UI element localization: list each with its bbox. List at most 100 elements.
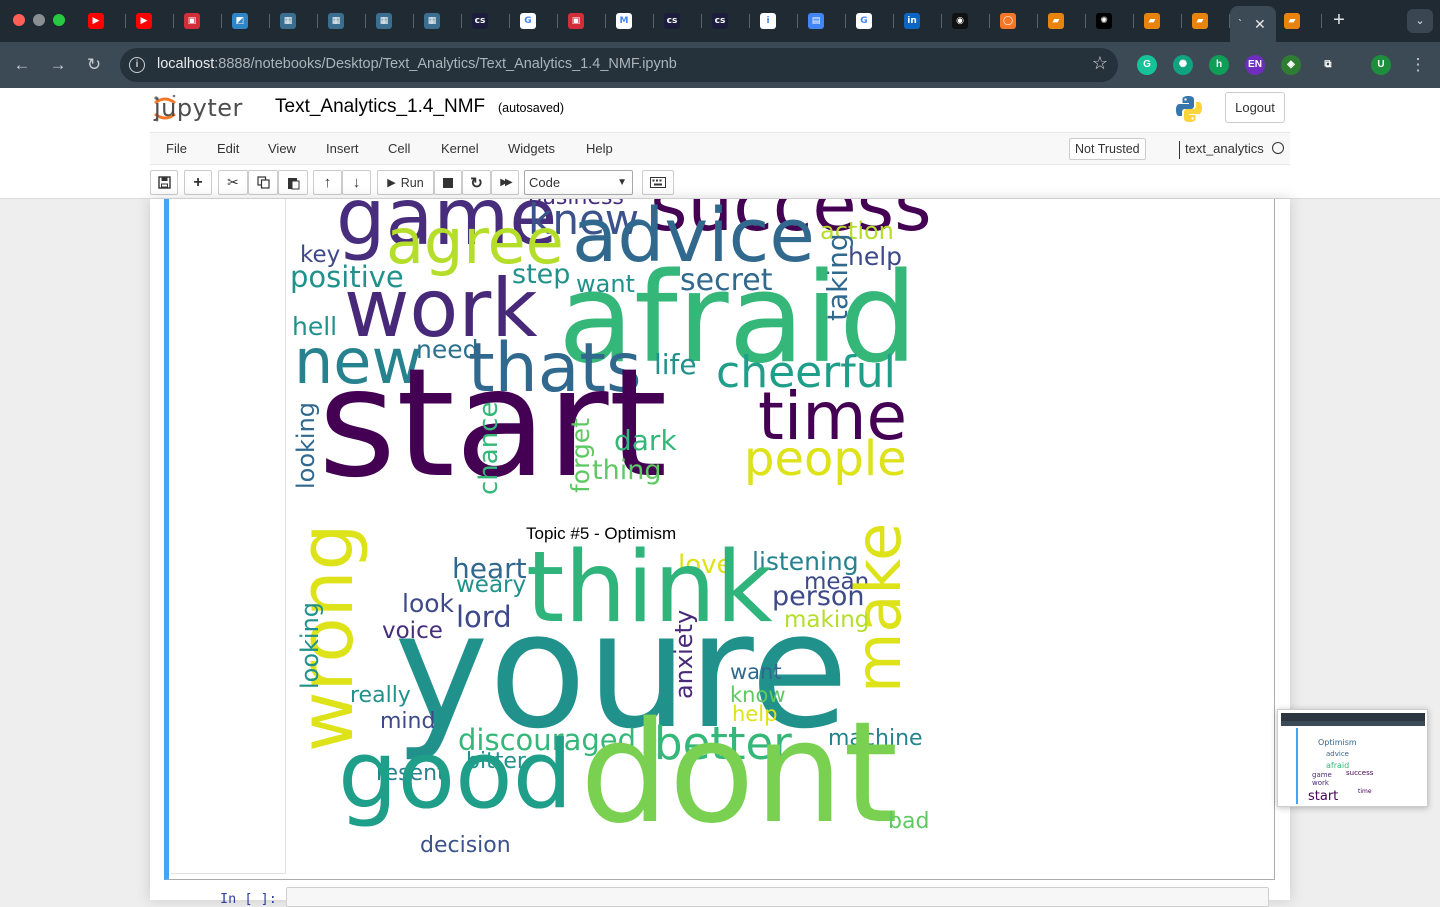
browser-tab[interactable]: M (608, 8, 654, 34)
browser-menu-icon[interactable]: ⋮ (1409, 55, 1427, 74)
restart-run-all-button[interactable]: ▶▶ (491, 170, 519, 195)
cut-cell-button[interactable]: ✂ (218, 170, 248, 195)
interrupt-button[interactable] (434, 170, 462, 195)
menu-insert[interactable]: Insert (326, 141, 359, 156)
notebook-name[interactable]: Text_Analytics_1.4_NMF (275, 96, 486, 117)
back-button[interactable]: ← (13, 55, 31, 74)
wordcloud-word: help (848, 242, 903, 271)
menu-widgets[interactable]: Widgets (508, 141, 555, 156)
browser-tab[interactable]: ▣ (560, 8, 606, 34)
tab-separator (317, 14, 318, 28)
grammarly-icon[interactable]: G (1137, 55, 1157, 75)
browser-tab[interactable]: ✺ (1088, 8, 1134, 34)
browser-tab[interactable]: ▶ (128, 8, 174, 34)
jupyter-logo[interactable]: jupyter (152, 93, 242, 123)
close-window-button[interactable] (13, 14, 25, 26)
tab-separator (701, 14, 702, 28)
browser-tab[interactable]: cs (656, 8, 702, 34)
selected-cell[interactable] (164, 199, 1275, 880)
tab-separator (221, 14, 222, 28)
grid-icon: ▦ (424, 13, 440, 29)
move-down-button[interactable]: ↓ (342, 170, 371, 195)
tab-search-button[interactable]: ⌄ (1407, 9, 1433, 33)
wordcloud-word: business (528, 199, 624, 209)
browser-tab[interactable]: G (512, 8, 558, 34)
google-icon: G (520, 13, 536, 29)
restart-button[interactable]: ↻ (462, 170, 491, 195)
browser-tab[interactable]: ▰ (1276, 8, 1322, 34)
next-code-cell[interactable]: In [ ]: (164, 887, 1275, 907)
screenshot-thumbnail[interactable]: Optimism advice afraid start time work game suc… (1277, 709, 1428, 807)
browser-tab[interactable]: ▰ (1040, 8, 1086, 34)
close-tab-icon[interactable]: ✕ (1254, 15, 1266, 32)
browser-tab[interactable]: cs (704, 8, 750, 34)
command-palette-button[interactable] (642, 170, 674, 195)
wordcloud-word: start (318, 337, 668, 511)
pdf-icon: ▣ (568, 13, 584, 29)
url-text[interactable]: localhost:8888/notebooks/Desktop/Text_An… (157, 56, 677, 72)
wordcloud-word: life (654, 348, 697, 381)
reload-button[interactable]: ↻ (86, 55, 102, 74)
code-input[interactable] (286, 887, 1269, 907)
browser-tab[interactable]: ▦ (416, 8, 462, 34)
save-button[interactable] (150, 170, 178, 195)
browser-tab[interactable]: G (848, 8, 894, 34)
maximize-window-button[interactable] (53, 14, 65, 26)
paste-cell-button[interactable] (278, 170, 308, 195)
wordcloud-word: advice (572, 199, 815, 279)
puzzle-icon[interactable]: ⧉ (1318, 55, 1338, 75)
menu-cell[interactable]: Cell (388, 141, 411, 156)
browser-tab[interactable]: ▶ (80, 8, 126, 34)
browser-tab[interactable]: ▦ (320, 8, 366, 34)
browser-tab[interactable]: ▦ (272, 8, 318, 34)
not-trusted-button[interactable]: Not Trusted (1069, 138, 1146, 160)
move-up-button[interactable]: ↑ (313, 170, 342, 195)
browser-tab[interactable]: ◉ (944, 8, 990, 34)
browser-tab[interactable]: cs (464, 8, 510, 34)
insert-cell-button[interactable]: + (184, 170, 212, 195)
chatgpt-icon[interactable]: ✺ (1173, 55, 1193, 75)
run-button[interactable]: ▶ Run (377, 170, 434, 195)
game-icon[interactable]: ◈ (1281, 55, 1301, 75)
tab-separator (605, 14, 606, 28)
language-icon[interactable]: EN (1245, 55, 1265, 75)
notebook-area[interactable]: gamebusinesssuccessknewagreeadviceaction… (0, 199, 1440, 907)
browser-tab[interactable]: in (896, 8, 942, 34)
browser-tab[interactable]: ▣ (176, 8, 222, 34)
menu-edit[interactable]: Edit (217, 141, 240, 156)
cell-type-select[interactable]: Code ▼ (524, 170, 633, 195)
menu-view[interactable]: View (268, 141, 296, 156)
bookmark-star-icon[interactable]: ☆ (1091, 53, 1108, 73)
forward-button[interactable]: → (49, 55, 67, 74)
thumb-word: Optimism (1318, 738, 1357, 747)
browser-tab[interactable]: ▦ (368, 8, 414, 34)
browser-tab[interactable]: ◯ (992, 8, 1038, 34)
menu-file[interactable]: File (166, 141, 187, 156)
tab-separator (365, 14, 366, 28)
new-tab-button[interactable]: + (1333, 9, 1345, 31)
logout-button[interactable]: Logout (1225, 92, 1285, 123)
menu-help[interactable]: Help (586, 141, 613, 156)
copy-cell-button[interactable] (248, 170, 278, 195)
profile-icon[interactable]: U (1371, 55, 1391, 75)
browser-tab[interactable]: ▤ (800, 8, 846, 34)
hypothesis-icon[interactable]: h (1209, 55, 1229, 75)
wordcloud-word: really (350, 683, 411, 708)
wordcloud-word: afraid (558, 247, 918, 391)
menu-kernel[interactable]: Kernel (441, 141, 479, 156)
minimize-window-button[interactable] (33, 14, 45, 26)
wordcloud-word: key (300, 242, 341, 268)
address-bar[interactable]: i localhost:8888/notebooks/Desktop/Text_… (120, 48, 1118, 82)
browser-tab[interactable]: ▰ (1136, 8, 1182, 34)
browser-tab[interactable]: i (752, 8, 798, 34)
jupyter-icon: ◯ (1000, 13, 1016, 29)
arrow-down-icon: ↓ (352, 174, 361, 191)
site-info-icon[interactable]: i (129, 57, 145, 73)
active-tab[interactable]: ˋ ✕ (1230, 6, 1276, 42)
kernel-name[interactable]: text_analytics (1179, 141, 1264, 159)
wordcloud-word: heart (452, 552, 527, 585)
browser-tab[interactable]: ◩ (224, 8, 270, 34)
browser-tab[interactable]: ▰ (1184, 8, 1230, 34)
tab-label-dot: ˋ (1238, 17, 1242, 31)
